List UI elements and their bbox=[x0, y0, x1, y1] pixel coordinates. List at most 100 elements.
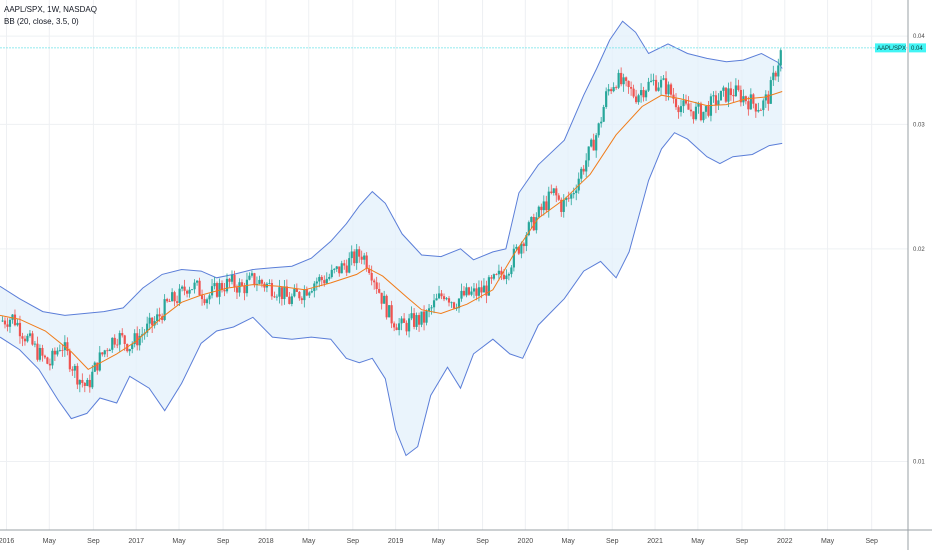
y-tick-label: 0.04 bbox=[913, 34, 925, 40]
candle-body bbox=[303, 289, 306, 301]
candle-body bbox=[46, 357, 49, 364]
candle-body bbox=[363, 255, 366, 260]
candle-body bbox=[697, 103, 700, 107]
candle-body bbox=[398, 323, 401, 331]
basis-line bbox=[0, 91, 783, 371]
candle-body bbox=[88, 379, 91, 388]
candle-body bbox=[116, 344, 119, 346]
candle-body bbox=[393, 323, 396, 328]
x-tick-label: May bbox=[562, 538, 576, 545]
candle-body bbox=[280, 287, 283, 300]
candle-body bbox=[452, 302, 456, 309]
indicator-title[interactable]: BB (20, close, 3.5, 0) bbox=[4, 17, 79, 26]
candle-body bbox=[515, 246, 518, 249]
candle-body bbox=[542, 201, 545, 211]
candle-body bbox=[213, 283, 216, 287]
candle-body bbox=[405, 322, 408, 332]
x-tick-label: Sep bbox=[736, 538, 749, 545]
candle-body bbox=[188, 289, 191, 294]
candle-body bbox=[410, 313, 413, 319]
candle-body bbox=[195, 280, 199, 283]
x-tick-label: 2016 bbox=[0, 538, 14, 545]
upper-band-line bbox=[0, 20, 783, 316]
candle-body bbox=[460, 290, 463, 299]
candle-body bbox=[16, 322, 19, 326]
candle-body bbox=[71, 369, 74, 371]
candle-body bbox=[106, 350, 109, 352]
candle-body bbox=[108, 349, 111, 352]
candle-body bbox=[343, 263, 346, 266]
candle-body bbox=[338, 266, 341, 274]
candle-body bbox=[373, 280, 376, 283]
candle-body bbox=[308, 292, 311, 296]
x-tick-label: Sep bbox=[87, 538, 100, 545]
candle-body bbox=[61, 350, 64, 351]
candle-body bbox=[682, 100, 685, 107]
candle-body bbox=[400, 318, 403, 324]
candle-body bbox=[390, 305, 393, 324]
candle-body bbox=[642, 90, 645, 98]
candle-body bbox=[245, 279, 249, 294]
candle-body bbox=[235, 287, 239, 293]
candle-body bbox=[595, 135, 598, 151]
candle-body bbox=[73, 365, 76, 371]
candle-body bbox=[657, 87, 660, 91]
candle-body bbox=[161, 316, 164, 320]
candle-body bbox=[512, 248, 515, 268]
lower-band-line bbox=[0, 132, 783, 457]
candle-body bbox=[83, 382, 86, 386]
x-tick-label: May bbox=[821, 538, 835, 545]
candle-body bbox=[649, 80, 653, 82]
candle-body bbox=[505, 275, 508, 280]
candle-body bbox=[330, 269, 333, 277]
candle-body bbox=[739, 89, 742, 103]
candle-body bbox=[440, 293, 443, 297]
candle-body bbox=[420, 311, 423, 325]
candle-body bbox=[497, 270, 501, 275]
candle-body bbox=[607, 89, 610, 92]
candle-body bbox=[385, 295, 388, 318]
chart-legend: AAPL/SPX, 1W, NASDAQ BB (20, close, 3.5,… bbox=[4, 4, 97, 28]
candle-body bbox=[632, 88, 635, 97]
x-tick-label: Sep bbox=[865, 538, 878, 545]
candle-body bbox=[694, 106, 698, 120]
candle-body bbox=[470, 291, 473, 295]
candle-body bbox=[570, 194, 573, 199]
candle-body bbox=[422, 311, 426, 323]
candle-body bbox=[365, 255, 368, 269]
x-tick-label: Sep bbox=[347, 538, 360, 545]
price-tag-name: AAPL/SPX bbox=[877, 46, 906, 52]
symbol-title[interactable]: AAPL/SPX, 1W, NASDAQ bbox=[4, 5, 97, 14]
candle-body bbox=[734, 85, 737, 97]
y-tick-label: 0.02 bbox=[913, 247, 925, 253]
candle-body bbox=[425, 310, 428, 323]
candle-body bbox=[36, 343, 39, 360]
candle-body bbox=[48, 363, 51, 366]
candle-body bbox=[128, 349, 131, 352]
candle-body bbox=[679, 106, 683, 113]
candle-body bbox=[480, 287, 483, 293]
candle-body bbox=[507, 274, 510, 276]
candle-body bbox=[240, 282, 244, 286]
candle-body bbox=[412, 313, 416, 327]
candle-body bbox=[617, 72, 620, 88]
candle-body bbox=[340, 263, 343, 274]
candle-body bbox=[370, 272, 373, 281]
candle-body bbox=[190, 289, 194, 291]
candle-body bbox=[310, 291, 313, 293]
x-tick-label: 2017 bbox=[128, 538, 144, 545]
candle-body bbox=[98, 352, 101, 371]
candle-body bbox=[198, 280, 201, 296]
x-tick-label: May bbox=[43, 538, 57, 545]
candle-body bbox=[345, 265, 348, 273]
candle-body bbox=[6, 324, 9, 327]
candle-body bbox=[121, 333, 124, 336]
y-tick-label: 0.03 bbox=[913, 122, 925, 128]
candle-body bbox=[622, 77, 625, 85]
candle-body bbox=[525, 235, 528, 247]
candle-body bbox=[535, 217, 538, 231]
candle-body bbox=[772, 72, 775, 81]
candle-body bbox=[260, 279, 264, 284]
